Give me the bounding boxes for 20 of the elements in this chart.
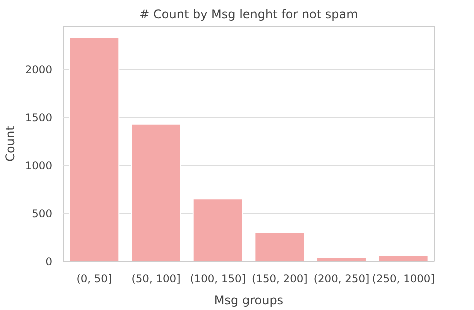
y-tick-label: 1500	[25, 112, 53, 125]
x-tick-label: (0, 50]	[76, 272, 112, 286]
bar	[254, 232, 306, 262]
y-axis-title: Count	[3, 126, 18, 162]
bar	[69, 38, 120, 262]
x-tick-label: (200, 250]	[314, 272, 370, 286]
x-tick-label: (50, 100]	[132, 272, 181, 286]
x-tick-label: (100, 150]	[190, 272, 246, 286]
x-axis-title: Msg groups	[214, 294, 284, 308]
bar	[192, 198, 244, 262]
chart-title: # Count by Msg lenght for not spam	[140, 8, 358, 22]
x-tick-label: (250, 1000]	[372, 272, 435, 286]
y-tick-label: 2000	[25, 64, 53, 77]
bar	[316, 257, 367, 262]
bar	[131, 124, 182, 262]
bar	[378, 255, 429, 262]
y-tick-label: 500	[32, 208, 53, 221]
x-tick-label: (150, 200]	[252, 272, 308, 286]
y-tick-label: 1000	[25, 160, 53, 173]
y-tick-label: 0	[46, 256, 53, 268]
